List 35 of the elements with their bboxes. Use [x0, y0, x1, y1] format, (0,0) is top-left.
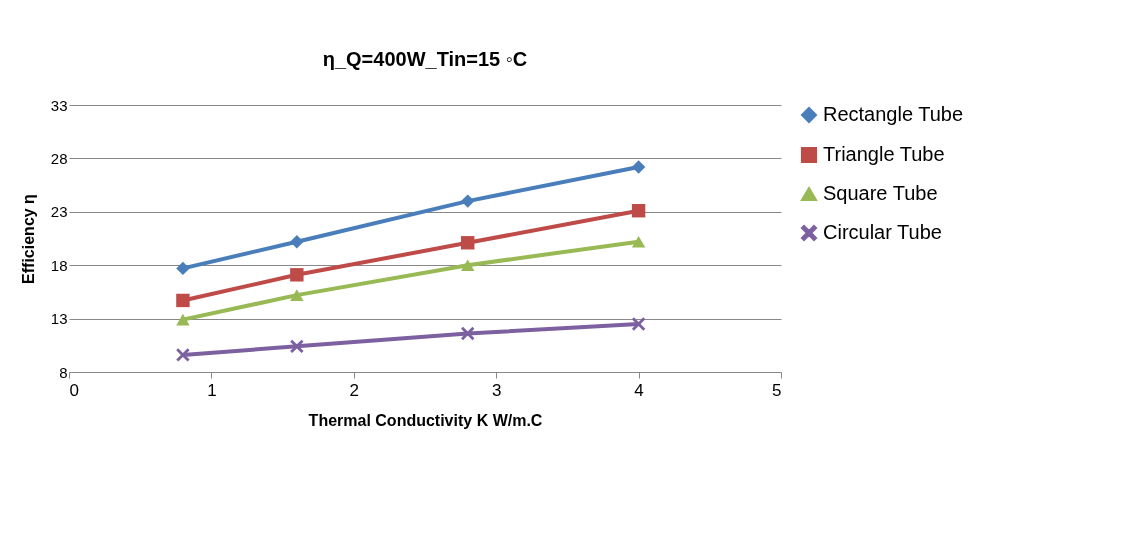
point: [290, 339, 304, 354]
point: [290, 289, 304, 301]
legend-label: Square Tube: [823, 182, 938, 204]
chart-title: η_Q=400W_Tin=15 ◦C: [322, 48, 528, 70]
point: [461, 326, 475, 341]
x-tick-label: 5: [772, 380, 782, 400]
y-tick-label: 8: [59, 363, 68, 381]
x-tick-label: 0: [69, 380, 79, 400]
y-tick-label: 28: [50, 149, 68, 167]
x-tick-label: 1: [207, 380, 217, 400]
y-axis-title: Efficiency η: [19, 194, 37, 284]
y-tick-label: 23: [50, 203, 68, 221]
point: [631, 204, 646, 218]
point: [461, 194, 475, 208]
x-tick-label: 3: [491, 380, 502, 400]
point: [176, 348, 190, 362]
point: [290, 268, 304, 282]
x-axis-title: Thermal Conductivity K W/m.C: [308, 411, 543, 429]
x-tick-label: 2: [349, 380, 360, 400]
y-tick-label: 33: [50, 96, 68, 114]
legend-label: Triangle Tube: [823, 143, 945, 165]
x-tick-label: 4: [634, 380, 644, 400]
point: [176, 313, 190, 326]
point: [631, 235, 646, 248]
y-tick-label: 18: [50, 256, 68, 274]
point: [290, 235, 304, 249]
legend-label: Rectangle Tube: [823, 103, 964, 125]
point: [631, 160, 646, 174]
point: [631, 317, 646, 331]
point: [461, 236, 475, 250]
point: [176, 261, 190, 276]
legend-label: Circular Tube: [823, 221, 942, 243]
point: [176, 293, 190, 308]
y-tick-label: 13: [50, 310, 68, 328]
point: [461, 259, 475, 272]
